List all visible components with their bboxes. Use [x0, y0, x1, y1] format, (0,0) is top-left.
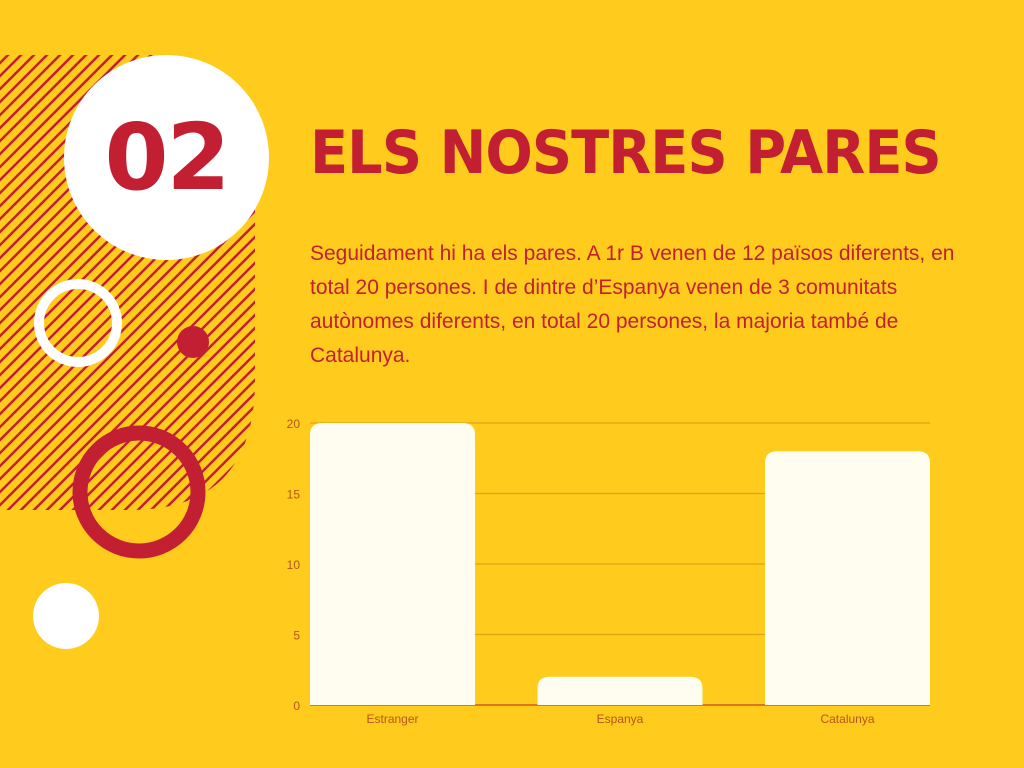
x-tick-label: Estranger — [366, 712, 418, 726]
section-number: 02 — [104, 104, 230, 211]
y-tick-label: 20 — [287, 417, 301, 431]
y-tick-label: 0 — [293, 699, 300, 713]
bar-espanya — [537, 676, 703, 705]
y-tick-label: 5 — [293, 629, 300, 643]
slide-title: ELS NOSTRES PARES — [310, 118, 942, 188]
white-ring — [34, 279, 122, 367]
x-tick-label: Espanya — [597, 712, 644, 726]
white-dot — [33, 583, 99, 649]
red-ring — [72, 425, 206, 559]
red-dot — [177, 326, 209, 358]
y-tick-label: 15 — [287, 488, 301, 502]
x-tick-label: Catalunya — [820, 712, 874, 726]
bar-catalunya — [765, 451, 930, 705]
y-tick-label: 10 — [287, 558, 301, 572]
bar-estranger — [310, 423, 475, 705]
slide-body-text: Seguidament hi ha els pares. A 1r B vene… — [310, 242, 955, 367]
section-number-badge: 02 — [64, 55, 269, 260]
